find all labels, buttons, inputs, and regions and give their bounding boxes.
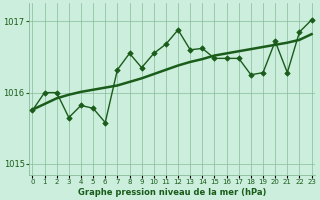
X-axis label: Graphe pression niveau de la mer (hPa): Graphe pression niveau de la mer (hPa) [78, 188, 266, 197]
